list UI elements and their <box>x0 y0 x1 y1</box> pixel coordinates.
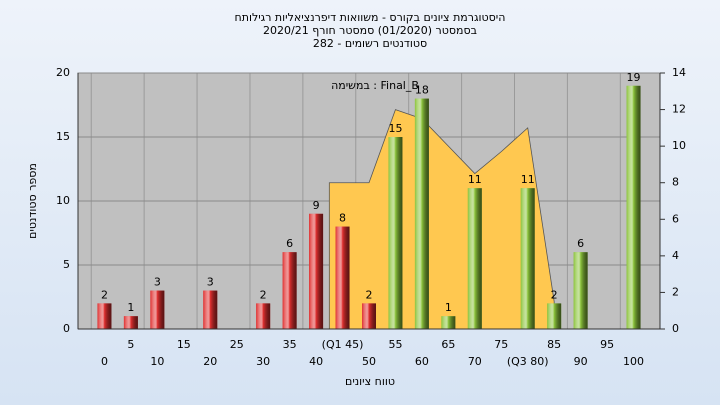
bar <box>573 252 588 329</box>
x-tick-label: 90 <box>574 355 588 368</box>
y-tick-label: 20 <box>56 66 70 79</box>
data-label: 1 <box>445 301 452 314</box>
x-tick-label: 5 <box>127 338 134 351</box>
y2-tick-label: 2 <box>672 285 679 298</box>
x-tick-label: 85 <box>547 338 561 351</box>
bar <box>256 303 271 329</box>
data-label: 18 <box>415 84 429 97</box>
data-label: 15 <box>388 122 402 135</box>
chart-title: היסטוגרמת ציונים בקורס - משוואות דיפרנצי… <box>235 11 506 24</box>
bar <box>467 188 482 329</box>
x-tick-label: (Q3 80) <box>507 355 549 368</box>
data-label: 3 <box>154 276 161 289</box>
chart-subtitle: סטודנטים רשומים - 282 <box>313 37 427 50</box>
x-tick-label: 35 <box>283 338 297 351</box>
bar <box>547 303 562 329</box>
x-tick-label: 75 <box>494 338 508 351</box>
annotation: במשימה : Final_B <box>331 79 419 92</box>
bar <box>626 85 641 329</box>
data-label: 19 <box>627 71 641 84</box>
x-tick-label: 55 <box>388 338 402 351</box>
bar <box>97 303 112 329</box>
data-label: 11 <box>521 173 535 186</box>
bar <box>335 226 350 329</box>
data-label: 6 <box>577 237 584 250</box>
y2-tick-label: 14 <box>672 66 686 79</box>
data-label: 8 <box>339 212 346 225</box>
y-axis-label: מספר סטודנטים <box>26 163 39 239</box>
x-tick-label: 40 <box>309 355 323 368</box>
bar <box>309 213 324 329</box>
data-label: 2 <box>260 288 267 301</box>
x-tick-label: 15 <box>177 338 191 351</box>
y2-tick-label: 6 <box>672 212 679 225</box>
x-tick-label: 65 <box>441 338 455 351</box>
x-tick-label: 50 <box>362 355 376 368</box>
y-tick-label: 5 <box>63 258 70 271</box>
x-tick-label: 10 <box>150 355 164 368</box>
bar <box>520 188 535 329</box>
y2-tick-label: 4 <box>672 249 679 262</box>
x-axis-label: טווח ציונים <box>345 375 395 388</box>
bar <box>150 290 165 329</box>
x-tick-label: 100 <box>623 355 644 368</box>
bar <box>441 316 456 329</box>
bar <box>123 316 138 329</box>
bar <box>282 252 297 329</box>
x-tick-label: (Q1 45) <box>322 338 364 351</box>
x-tick-label: 25 <box>230 338 244 351</box>
data-label: 11 <box>468 173 482 186</box>
x-tick-label: 70 <box>468 355 482 368</box>
x-tick-label: 20 <box>203 355 217 368</box>
x-tick-label: 60 <box>415 355 429 368</box>
y2-tick-label: 12 <box>672 103 686 116</box>
x-tick-label: 30 <box>256 355 270 368</box>
chart-subtitle: בסמסטר (01/2020) סמסטר חורף 2020/21 <box>263 24 477 37</box>
bar <box>388 137 403 329</box>
y-tick-label: 10 <box>56 194 70 207</box>
x-tick-label: 95 <box>600 338 614 351</box>
data-label: 9 <box>313 199 320 212</box>
y-tick-label: 0 <box>63 322 70 335</box>
y2-tick-label: 0 <box>672 322 679 335</box>
data-label: 2 <box>551 288 558 301</box>
data-label: 2 <box>366 288 373 301</box>
data-label: 2 <box>101 288 108 301</box>
bar <box>414 98 429 329</box>
data-label: 3 <box>207 276 214 289</box>
y-tick-label: 15 <box>56 130 70 143</box>
data-label: 6 <box>286 237 293 250</box>
bar <box>203 290 218 329</box>
bar <box>362 303 376 329</box>
y2-tick-label: 10 <box>672 139 686 152</box>
y2-tick-label: 8 <box>672 176 679 189</box>
x-tick-label: 0 <box>101 355 108 368</box>
data-label: 1 <box>127 301 134 314</box>
